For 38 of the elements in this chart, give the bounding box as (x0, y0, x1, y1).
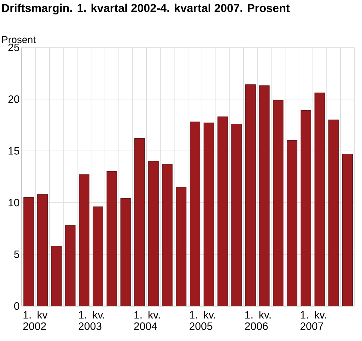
y-tick-label: 5 (14, 250, 20, 258)
bar (176, 187, 187, 306)
y-tick-label: 20 (8, 96, 20, 104)
x-tick-label: 1. kv. 2007 (300, 311, 326, 330)
y-axis-title: Prosent (2, 36, 36, 44)
bar (162, 164, 173, 306)
bar (259, 86, 270, 306)
bar (148, 161, 159, 306)
bar (190, 122, 201, 306)
bar (300, 110, 312, 306)
bar (106, 172, 118, 306)
bar (232, 124, 242, 306)
x-tick-label: 1. kv. 2005 (190, 311, 216, 330)
bar (287, 140, 298, 306)
y-tick-label: 25 (8, 44, 20, 52)
bar (38, 194, 48, 306)
bar (314, 92, 326, 306)
x-tick-label: 1. kv 2002 (24, 311, 48, 330)
bar (342, 154, 353, 306)
y-tick-label: 0 (14, 302, 20, 310)
bar (65, 225, 76, 306)
x-tick-label: 1. kv. 2003 (78, 311, 105, 330)
bar (79, 174, 90, 306)
chart-title: Driftsmargin. 1. kvartal 2002-4. kvartal 2007. Prosent (2, 4, 290, 15)
bar (51, 246, 62, 306)
bar (218, 116, 228, 306)
bar (245, 84, 256, 306)
x-tick-label: 1. kv. 2004 (134, 311, 160, 330)
bar (204, 122, 214, 306)
bar (134, 138, 146, 306)
y-tick-label: 15 (8, 147, 20, 155)
y-tick-label: 10 (8, 199, 20, 207)
bar (92, 206, 104, 306)
bar (120, 198, 132, 306)
bar (328, 120, 340, 306)
bar (24, 197, 34, 306)
x-tick-label: 1. kv. 2006 (245, 311, 271, 330)
bar (273, 100, 284, 306)
